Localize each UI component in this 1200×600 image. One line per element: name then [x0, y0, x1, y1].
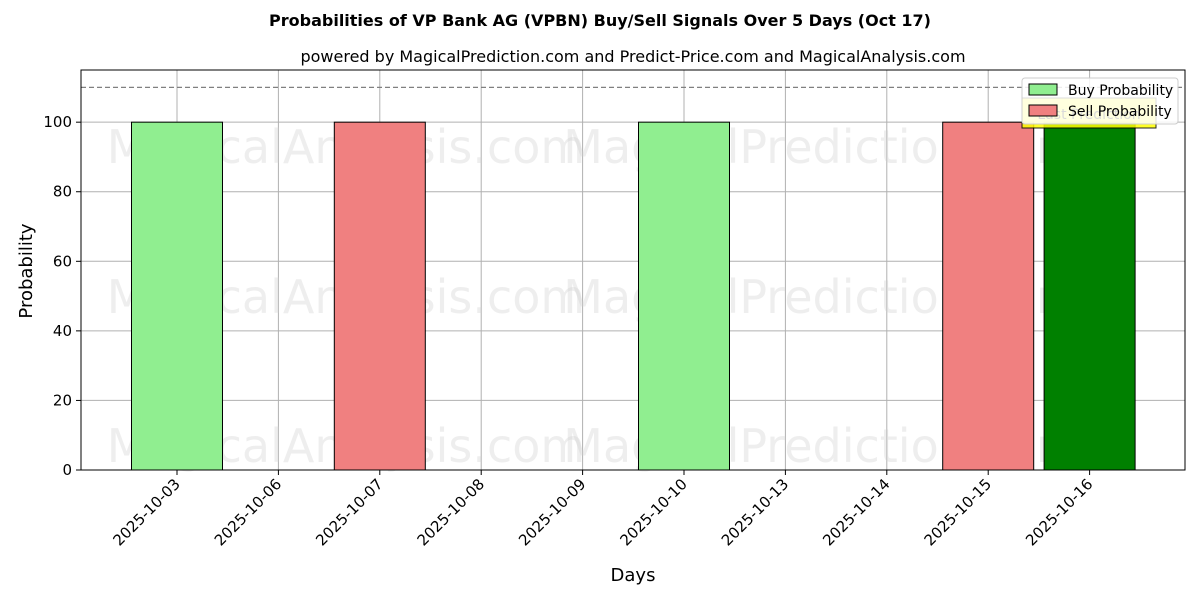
legend-label: Buy Probability	[1068, 83, 1173, 99]
bars: Last Prediction	[81, 86, 1185, 471]
y-tick-label: 40	[53, 322, 72, 340]
legend: Buy Probability Sell Probability	[1021, 77, 1179, 125]
x-tick-label: 2025-10-15	[921, 475, 995, 549]
y-tick-label: 0	[62, 461, 72, 479]
y-tick-label: 100	[43, 113, 72, 131]
x-tick-label: 2025-10-07	[312, 475, 386, 549]
watermarks: MagicalAnalysis.comMagicalPrediction.com…	[107, 120, 1081, 473]
bar-2025-10-07	[333, 121, 426, 471]
y-tick-label: 60	[53, 252, 72, 270]
bar-2025-10-03	[131, 121, 223, 471]
chart-title: Probabilities of VP Bank AG (VPBN) Buy/S…	[269, 11, 931, 30]
x-axis-label: Days	[611, 565, 656, 586]
x-tick-label: 2025-10-03	[109, 475, 183, 549]
legend-swatch	[1028, 83, 1058, 96]
plot-frame	[80, 69, 1186, 471]
chart-subtitle: powered by MagicalPrediction.com and Pre…	[300, 47, 965, 66]
bar-2025-10-16	[1043, 121, 1136, 471]
y-tick-label: 80	[53, 183, 72, 201]
bar-2025-10-15	[942, 121, 1035, 471]
x-tick-label: 2025-10-09	[515, 475, 589, 549]
bar-2025-10-10	[638, 121, 730, 471]
legend-box	[1021, 77, 1179, 125]
legend-label: Sell Probability	[1068, 104, 1172, 120]
x-tick-label: 2025-10-10	[616, 475, 690, 549]
x-tick-label: 2025-10-08	[414, 475, 488, 549]
y-axis-label: Probability	[16, 223, 37, 318]
x-tick-label: 2025-10-14	[819, 475, 893, 549]
legend-swatch	[1028, 104, 1058, 117]
x-tick-label: 2025-10-06	[211, 475, 285, 549]
y-tick-label: 20	[53, 391, 72, 409]
x-tick-label: 2025-10-16	[1022, 475, 1096, 549]
x-tick-label: 2025-10-13	[718, 475, 792, 549]
